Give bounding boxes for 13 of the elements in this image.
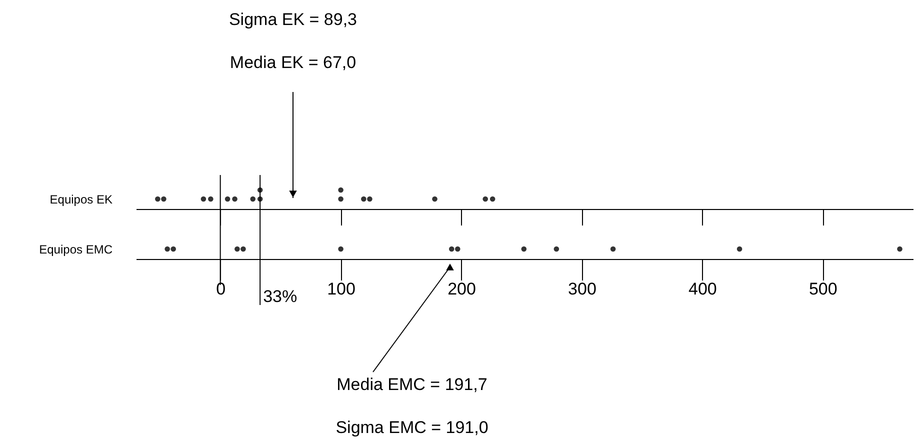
text: Sigma EMC = 191,0: [336, 418, 488, 437]
ref-line-label: 33%: [263, 287, 298, 306]
x-tick-label: 200: [448, 280, 476, 298]
x-tick-label: 0: [216, 280, 226, 298]
text: Sigma EK = 89,3: [228, 10, 358, 29]
x-tick-label: 100: [327, 280, 356, 298]
x-tick-label: 300: [568, 280, 596, 298]
y-tick-label: Equipos EK: [50, 192, 112, 206]
x-tick-label: 400: [688, 280, 717, 298]
y-tick-label: Equipos EMC: [39, 242, 113, 256]
x-tick-label: 500: [808, 280, 838, 298]
text: Media EMC = 191,7: [336, 375, 488, 394]
text: Media EK = 67,0: [230, 53, 356, 72]
